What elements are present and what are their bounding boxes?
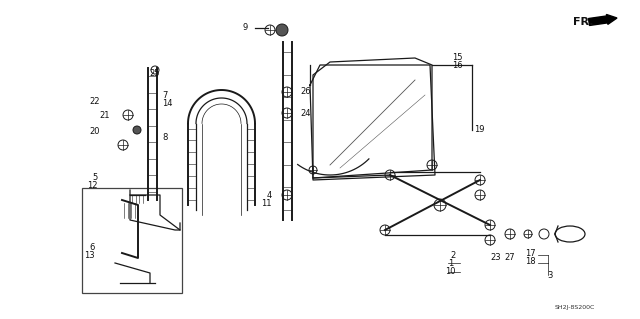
Text: 13: 13	[84, 251, 95, 261]
Text: 4: 4	[267, 190, 272, 199]
Text: 6: 6	[90, 243, 95, 253]
Text: SH2J-8S200C: SH2J-8S200C	[555, 306, 595, 310]
Text: 22: 22	[90, 98, 100, 107]
Text: 1: 1	[448, 258, 453, 268]
Text: 25: 25	[150, 69, 160, 78]
Bar	[82, 188, 182, 293]
Text: 26: 26	[300, 87, 310, 97]
Text: 18: 18	[525, 257, 535, 266]
Text: 16: 16	[452, 62, 463, 70]
Text: 14: 14	[162, 99, 173, 108]
Circle shape	[276, 24, 288, 36]
Text: 7: 7	[162, 91, 168, 100]
Text: 23: 23	[490, 254, 500, 263]
Text: 24: 24	[300, 108, 310, 117]
Text: 20: 20	[90, 128, 100, 137]
Text: 8: 8	[162, 133, 168, 143]
Text: 19: 19	[474, 125, 484, 135]
Text: 17: 17	[525, 249, 535, 258]
FancyArrow shape	[589, 14, 617, 26]
Text: 27: 27	[505, 254, 515, 263]
Text: 15: 15	[452, 54, 463, 63]
Text: 10: 10	[445, 268, 456, 277]
Text: 2: 2	[450, 250, 455, 259]
Circle shape	[133, 126, 141, 134]
Text: 11: 11	[262, 198, 272, 207]
Text: 5: 5	[93, 174, 98, 182]
Text: FR.: FR.	[573, 17, 593, 27]
Text: 9: 9	[243, 23, 248, 32]
Text: 21: 21	[99, 112, 110, 121]
Text: 12: 12	[88, 182, 98, 190]
Text: 3: 3	[547, 271, 553, 279]
